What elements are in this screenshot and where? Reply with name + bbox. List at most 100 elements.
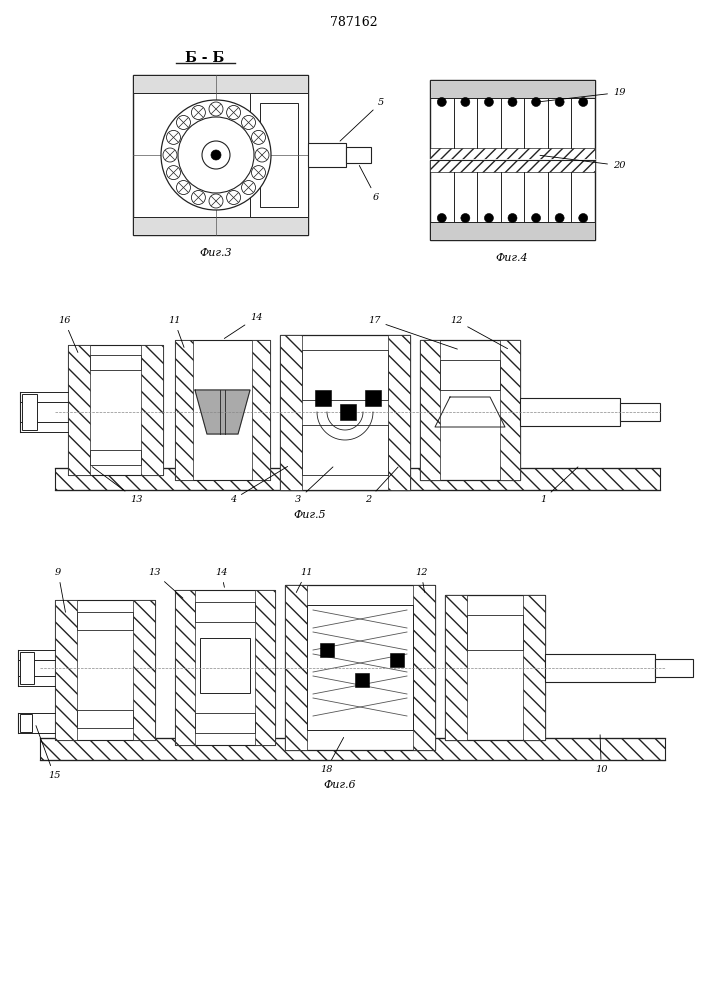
Text: 11: 11 [296, 568, 312, 593]
Circle shape [438, 98, 446, 106]
Circle shape [192, 106, 206, 120]
Bar [133, 75, 308, 93]
Circle shape [555, 98, 564, 106]
Circle shape [161, 100, 271, 210]
Text: 787162: 787162 [330, 15, 378, 28]
Circle shape [461, 98, 470, 106]
Polygon shape [195, 390, 250, 434]
Bar [340, 404, 356, 420]
Circle shape [177, 115, 190, 129]
Text: 12: 12 [415, 568, 428, 592]
Circle shape [211, 150, 221, 160]
Bar [520, 398, 620, 426]
Circle shape [484, 214, 493, 223]
Text: Фиг.5: Фиг.5 [293, 510, 327, 520]
Bar [20, 714, 32, 732]
Bar [545, 654, 655, 682]
Circle shape [508, 214, 517, 223]
Bar [620, 403, 660, 421]
Bar [195, 713, 255, 733]
Circle shape [242, 115, 255, 129]
Circle shape [555, 214, 564, 223]
Bar [320, 643, 334, 657]
Bar [390, 653, 404, 667]
Text: 11: 11 [168, 316, 184, 347]
Bar [430, 80, 595, 98]
Bar [175, 340, 270, 480]
Bar [307, 605, 413, 730]
Bar [22, 394, 37, 430]
Text: 15: 15 [36, 726, 61, 780]
Bar [315, 390, 331, 406]
Bar [175, 590, 275, 745]
Bar [133, 600, 155, 740]
Text: 16: 16 [58, 316, 78, 352]
Circle shape [255, 148, 269, 162]
Circle shape [579, 98, 588, 106]
Bar [302, 350, 388, 400]
Bar [365, 390, 381, 406]
Bar [55, 600, 155, 740]
Bar [77, 612, 133, 630]
Bar [260, 103, 298, 207]
Bar [280, 335, 302, 490]
Bar [430, 222, 595, 240]
Text: 20: 20 [540, 155, 626, 170]
Circle shape [484, 98, 493, 106]
Bar [252, 340, 270, 480]
Circle shape [508, 98, 517, 106]
Bar [133, 75, 308, 235]
Circle shape [461, 214, 470, 223]
Circle shape [202, 141, 230, 169]
Bar [445, 595, 467, 740]
Bar [133, 217, 308, 235]
Text: 13: 13 [148, 568, 183, 598]
Bar [467, 615, 523, 650]
Circle shape [209, 102, 223, 116]
Text: 6: 6 [359, 165, 379, 202]
Text: Фиг.3: Фиг.3 [199, 248, 233, 258]
Text: 18: 18 [320, 737, 344, 774]
Bar [141, 345, 163, 475]
Bar [200, 638, 250, 693]
Bar [445, 595, 545, 740]
Text: 12: 12 [450, 316, 508, 349]
Circle shape [192, 190, 206, 204]
Circle shape [167, 166, 180, 180]
Bar [430, 80, 595, 240]
Bar [302, 425, 388, 475]
Bar [40, 738, 665, 760]
Bar [285, 585, 435, 750]
Text: 1: 1 [540, 467, 578, 504]
Circle shape [532, 214, 541, 223]
Bar [420, 340, 520, 480]
Circle shape [209, 194, 223, 208]
Circle shape [163, 148, 177, 162]
Bar [250, 93, 308, 217]
Circle shape [167, 130, 180, 144]
Text: 5: 5 [340, 98, 384, 141]
Bar [346, 147, 371, 163]
Bar [523, 595, 545, 740]
Text: 2: 2 [365, 467, 398, 504]
Text: 13: 13 [92, 467, 143, 504]
Text: 10: 10 [595, 735, 607, 774]
Circle shape [227, 106, 240, 120]
Text: Б - Б: Б - Б [185, 51, 225, 65]
Bar [20, 652, 34, 684]
Circle shape [438, 214, 446, 223]
Bar [195, 602, 255, 622]
Bar [413, 585, 435, 750]
Circle shape [177, 181, 190, 195]
Bar [420, 340, 440, 480]
Bar [308, 143, 346, 167]
Bar [500, 340, 520, 480]
Text: Фиг.6: Фиг.6 [324, 780, 356, 790]
Text: 9: 9 [55, 568, 66, 612]
Text: Фиг.4: Фиг.4 [496, 253, 528, 263]
Text: 17: 17 [368, 316, 457, 349]
Text: 3: 3 [295, 467, 333, 504]
Circle shape [242, 181, 255, 195]
Bar [68, 345, 90, 475]
Bar [355, 673, 369, 687]
